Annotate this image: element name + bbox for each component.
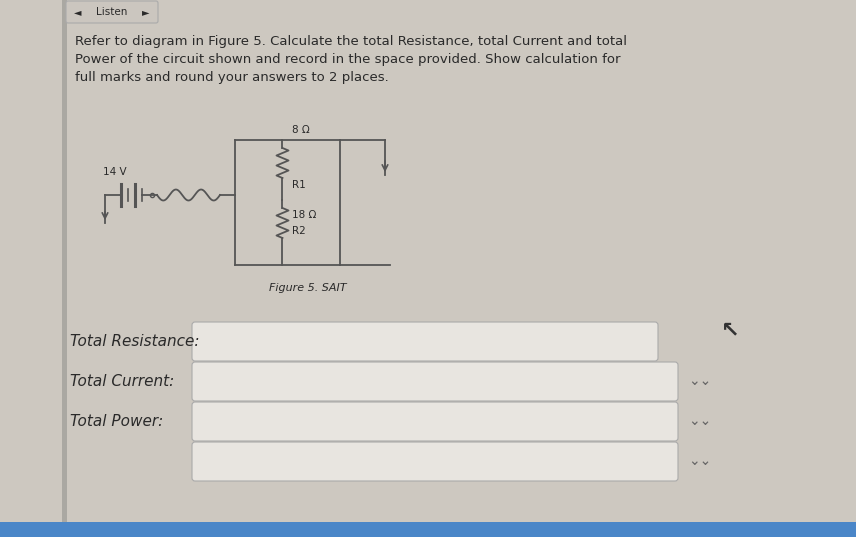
Text: 8 Ω: 8 Ω: [293, 125, 310, 135]
Text: ↖: ↖: [721, 320, 740, 340]
Text: Total Resistance:: Total Resistance:: [70, 333, 199, 349]
Text: ◄: ◄: [74, 7, 82, 17]
Text: Total Power:: Total Power:: [70, 413, 163, 429]
Text: ⌄⌄: ⌄⌄: [688, 374, 711, 388]
FancyBboxPatch shape: [192, 362, 678, 401]
FancyBboxPatch shape: [192, 442, 678, 481]
Bar: [0, 522, 856, 537]
Text: Figure 5. SAIT: Figure 5. SAIT: [269, 283, 346, 293]
Text: R2: R2: [293, 226, 306, 236]
Text: 18 Ω: 18 Ω: [293, 210, 317, 220]
Bar: [62, 0, 67, 537]
Text: ⌄⌄: ⌄⌄: [688, 454, 711, 468]
FancyBboxPatch shape: [66, 1, 158, 23]
FancyBboxPatch shape: [192, 402, 678, 441]
Text: ►: ►: [142, 7, 150, 17]
Text: Total Current:: Total Current:: [70, 374, 175, 388]
Text: R1: R1: [293, 180, 306, 190]
FancyBboxPatch shape: [192, 322, 658, 361]
Text: ⌄⌄: ⌄⌄: [688, 414, 711, 428]
Text: Refer to diagram in Figure 5. Calculate the total Resistance, total Current and : Refer to diagram in Figure 5. Calculate …: [75, 35, 627, 84]
Text: 14 V: 14 V: [104, 167, 127, 177]
Text: Listen: Listen: [97, 7, 128, 17]
